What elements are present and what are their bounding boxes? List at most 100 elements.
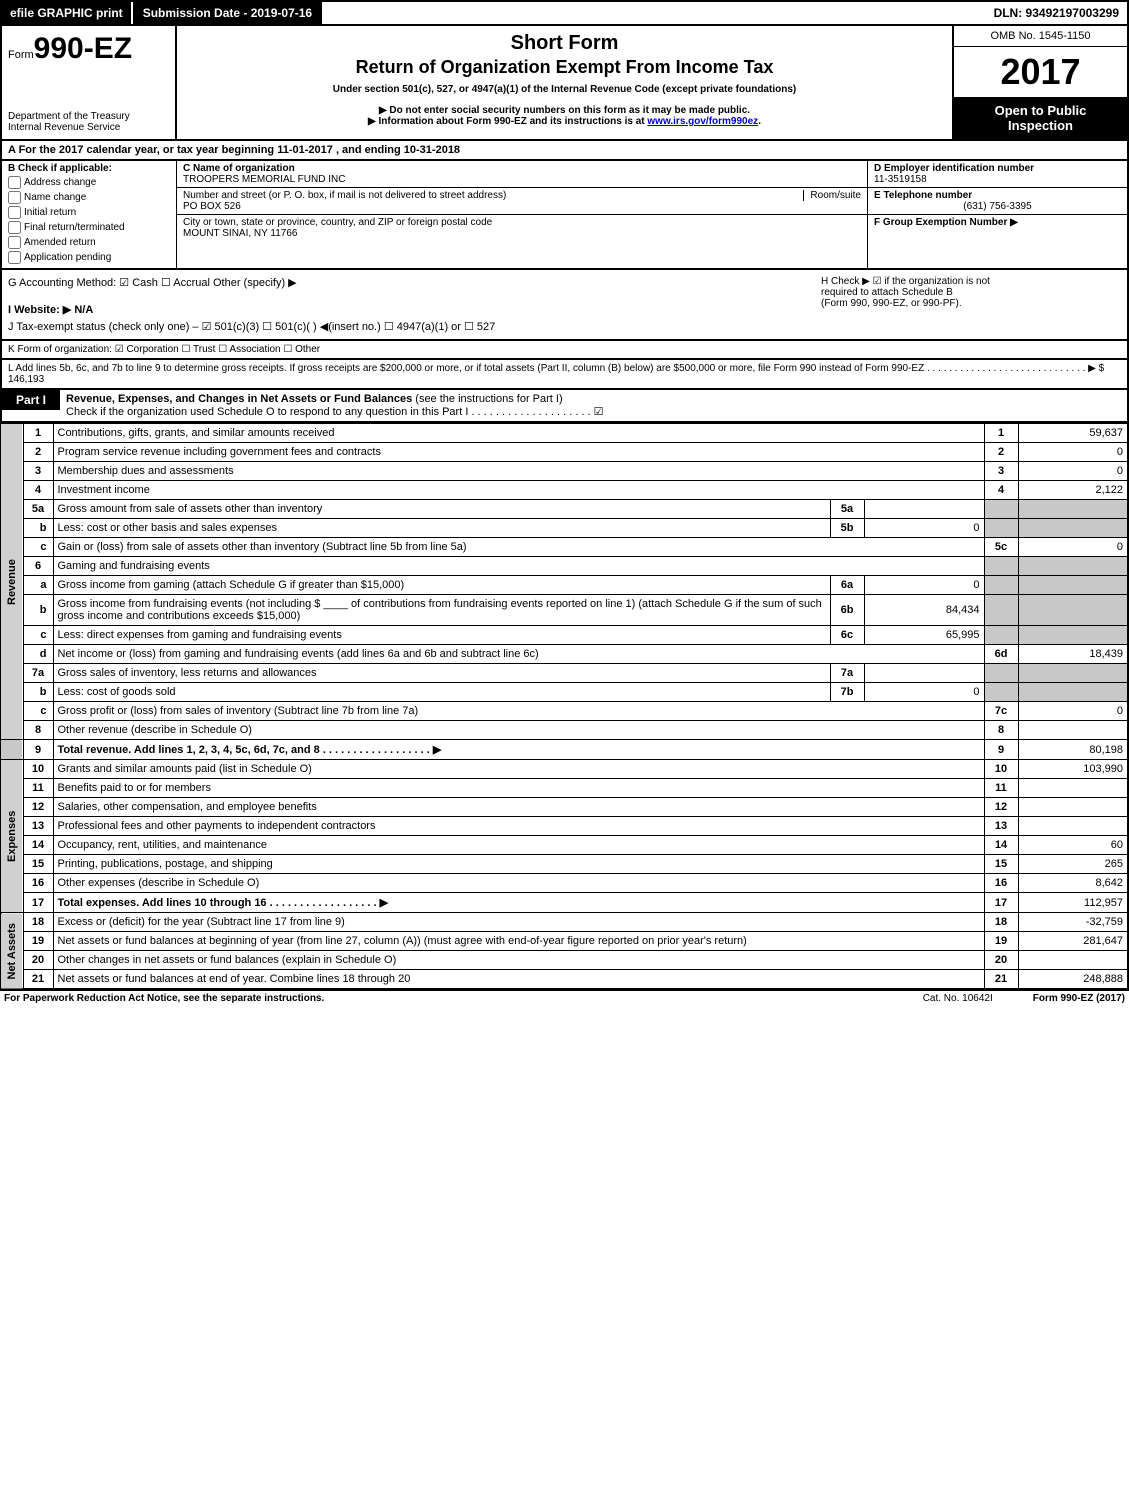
section-g: G Accounting Method: ☑ Cash ☐ Accrual Ot… (8, 276, 821, 333)
section-bcdef: B Check if applicable: Address change Na… (0, 161, 1129, 270)
line-num: 19 (23, 932, 53, 951)
part1-title-row: Revenue, Expenses, and Changes in Net As… (60, 390, 610, 421)
c-city-row: City or town, state or province, country… (177, 215, 867, 241)
line-box: 18 (984, 913, 1018, 932)
chk-name-change-label: Name change (24, 192, 86, 203)
line-val: 8,642 (1018, 874, 1128, 893)
h-line3: (Form 990, 990-EZ, or 990-PF). (821, 298, 1121, 309)
line-num: 15 (23, 855, 53, 874)
shade-cell (1018, 557, 1128, 576)
shade-cell (984, 664, 1018, 683)
line-desc: Excess or (deficit) for the year (Subtra… (53, 913, 984, 932)
line-box: 9 (984, 740, 1018, 760)
line-val: 0 (1018, 538, 1128, 557)
line-val: 80,198 (1018, 740, 1128, 760)
shade-cell (1018, 519, 1128, 538)
a-begin: 11-01-2017 (277, 144, 333, 156)
top-bar: efile GRAPHIC print Submission Date - 20… (0, 0, 1129, 26)
shade-cell (984, 576, 1018, 595)
line-num: 20 (23, 951, 53, 970)
line-desc: Membership dues and assessments (53, 462, 984, 481)
chk-address-change[interactable]: Address change (8, 176, 170, 189)
table-row: b Less: cost or other basis and sales ex… (1, 519, 1128, 538)
line-box: 7c (984, 702, 1018, 721)
irs-link[interactable]: www.irs.gov/form990ez (647, 116, 758, 127)
j-tax-status: J Tax-exempt status (check only one) – ☑… (8, 320, 821, 333)
form-990ez: 990-EZ (34, 32, 132, 65)
ein-value: 11-3519158 (874, 174, 1121, 185)
line-val: 0 (1018, 443, 1128, 462)
line-desc: Other revenue (describe in Schedule O) (53, 721, 984, 740)
table-row: b Gross income from fundraising events (… (1, 595, 1128, 626)
line-val (1018, 721, 1128, 740)
chk-initial-return[interactable]: Initial return (8, 206, 170, 219)
e-label: E Telephone number (874, 190, 1121, 201)
org-addr: PO BOX 526 (183, 201, 861, 212)
line-box: 13 (984, 817, 1018, 836)
shade-cell (984, 500, 1018, 519)
line-val (1018, 798, 1128, 817)
line-desc: Contributions, gifts, grants, and simila… (53, 424, 984, 443)
chk-pending[interactable]: Application pending (8, 251, 170, 264)
room-label: Room/suite (803, 190, 861, 201)
section-l: L Add lines 5b, 6c, and 7b to line 9 to … (0, 360, 1129, 390)
line-val: 103,990 (1018, 760, 1128, 779)
table-row: d Net income or (loss) from gaming and f… (1, 645, 1128, 664)
line-val: 0 (1018, 702, 1128, 721)
form-number: Form990-EZ (8, 32, 169, 66)
section-b: B Check if applicable: Address change Na… (2, 161, 177, 268)
line-val: 112,957 (1018, 893, 1128, 913)
inner-val: 0 (864, 683, 984, 702)
note-info: ▶ Information about Form 990-EZ and its … (187, 116, 942, 127)
tax-year: 2017 (954, 47, 1127, 97)
form-header: Form990-EZ Department of the Treasury In… (0, 26, 1129, 141)
line-num: 3 (23, 462, 53, 481)
title-return: Return of Organization Exempt From Incom… (187, 57, 942, 78)
table-row: 5a Gross amount from sale of assets othe… (1, 500, 1128, 519)
line-num: 14 (23, 836, 53, 855)
submission-date: Submission Date - 2019-07-16 (133, 2, 322, 24)
line-num: b (23, 595, 53, 626)
d-label: D Employer identification number (874, 163, 1121, 174)
inner-val (864, 500, 984, 519)
line-val: 248,888 (1018, 970, 1128, 990)
line-box: 2 (984, 443, 1018, 462)
part1-label: Part I (2, 390, 60, 410)
h-line2: required to attach Schedule B (821, 287, 1121, 298)
line-box: 14 (984, 836, 1018, 855)
org-city: MOUNT SINAI, NY 11766 (183, 228, 861, 239)
line-num: c (23, 702, 53, 721)
line-desc: Program service revenue including govern… (53, 443, 984, 462)
table-row: Net Assets 18 Excess or (deficit) for th… (1, 913, 1128, 932)
shade-cell (1018, 500, 1128, 519)
header-left: Form990-EZ Department of the Treasury In… (2, 26, 177, 139)
form-prefix: Form (8, 49, 34, 61)
line-desc: Total expenses. Add lines 10 through 16 … (53, 893, 984, 913)
note-info-pre: ▶ Information about Form 990-EZ and its … (368, 116, 647, 127)
chk-amended[interactable]: Amended return (8, 236, 170, 249)
line-num: 10 (23, 760, 53, 779)
chk-final-return[interactable]: Final return/terminated (8, 221, 170, 234)
line-box: 3 (984, 462, 1018, 481)
section-k: K Form of organization: ☑ Corporation ☐ … (0, 341, 1129, 360)
line-desc: Gross amount from sale of assets other t… (53, 500, 830, 519)
line-desc: Gain or (loss) from sale of assets other… (53, 538, 984, 557)
open-line1: Open to Public (958, 103, 1123, 118)
line-val (1018, 951, 1128, 970)
table-row: 16 Other expenses (describe in Schedule … (1, 874, 1128, 893)
part1-check: Check if the organization used Schedule … (66, 406, 604, 418)
line-box: 1 (984, 424, 1018, 443)
line-desc: Investment income (53, 481, 984, 500)
chk-name-change[interactable]: Name change (8, 191, 170, 204)
line-desc: Less: cost of goods sold (53, 683, 830, 702)
line-val: 265 (1018, 855, 1128, 874)
table-row: 8 Other revenue (describe in Schedule O)… (1, 721, 1128, 740)
inner-box: 6b (830, 595, 864, 626)
line-desc: Grants and similar amounts paid (list in… (53, 760, 984, 779)
shade-cell (984, 519, 1018, 538)
part1-header: Part I Revenue, Expenses, and Changes in… (0, 390, 1129, 423)
line-num: b (23, 519, 53, 538)
line-val (1018, 817, 1128, 836)
shade-cell (1018, 683, 1128, 702)
efile-print-button[interactable]: efile GRAPHIC print (2, 2, 133, 24)
